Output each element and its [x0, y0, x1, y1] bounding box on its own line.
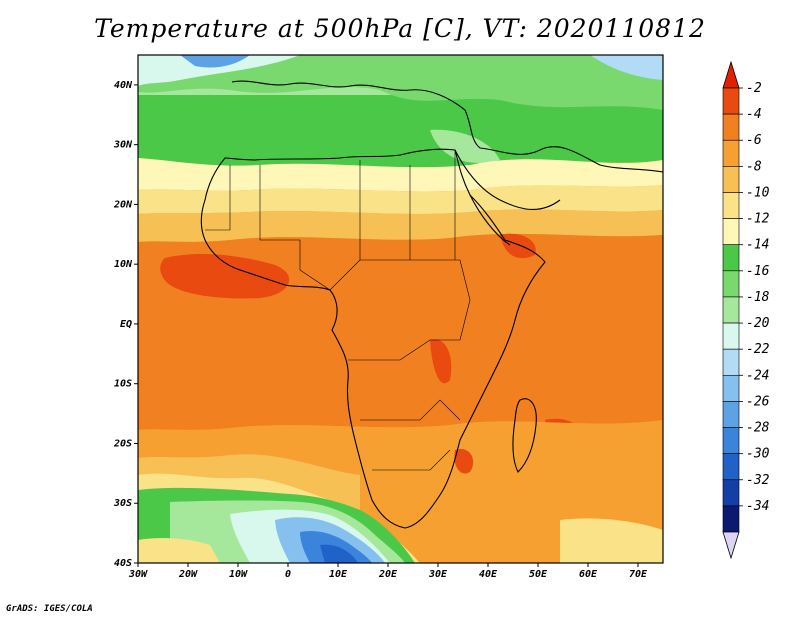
colorbar: -2 -4 -6 -8 -10 -12 -14 -16 -18 -20 -22 -24 -26 -28 -3… — [722, 60, 770, 560]
lat-tick-label: 30N — [113, 140, 133, 151]
latitude-axis: 40N 30N 20N 10N EQ 10S 20S 30S 40S — [113, 80, 138, 569]
colorbar-swatch — [722, 348, 740, 376]
colorbar-label: -4 — [746, 107, 762, 122]
lon-tick-label: 40E — [479, 569, 498, 580]
lat-tick-label: 20S — [113, 438, 132, 449]
colorbar-swatch — [722, 218, 740, 246]
lon-tick-label: 0 — [285, 569, 291, 580]
colorbar-label: -14 — [746, 238, 769, 253]
colorbar-label: -34 — [746, 499, 769, 514]
colorbar-swatch — [722, 244, 740, 272]
plot-frame — [137, 54, 664, 564]
colorbar-swatch — [722, 401, 740, 428]
colorbar-label: -12 — [746, 212, 770, 227]
lat-tick-label: 10S — [114, 379, 132, 390]
lon-tick-label: 70E — [629, 569, 648, 580]
grads-credit: GrADS: IGES/COLA — [6, 604, 93, 614]
colorbar-swatch — [722, 139, 740, 167]
colorbar-swatch — [722, 322, 740, 350]
colorbar-swatch — [722, 453, 740, 481]
lon-tick-label: 10E — [329, 569, 348, 580]
colorbar-swatch — [722, 270, 740, 298]
longitude-axis: 30W 20W 10W 0 10E 20E 30E 40E 50E 60E 70E — [128, 563, 648, 580]
colorbar-swatch — [722, 427, 740, 454]
colorbar-swatch — [722, 192, 740, 219]
lon-tick-label: 30E — [428, 569, 448, 580]
colorbar-label: -30 — [746, 447, 770, 462]
colorbar-label: -24 — [746, 368, 769, 383]
colorbar-swatch — [722, 87, 740, 115]
colorbar-label: -32 — [746, 473, 770, 488]
country-borders — [205, 150, 471, 471]
lat-tick-label: 10N — [114, 259, 133, 270]
colorbar-label: -2 — [746, 81, 762, 96]
temperature-field — [138, 55, 663, 563]
colorbar-label: -8 — [746, 159, 762, 174]
colorbar-label: -18 — [746, 290, 770, 305]
colorbar-under-arrow — [722, 531, 740, 560]
colorbar-swatch — [722, 166, 740, 193]
lon-tick-label: 10W — [229, 569, 248, 580]
coastlines — [200, 80, 663, 529]
colorbar-over-arrow — [722, 60, 740, 89]
colorbar-label: -26 — [746, 394, 770, 409]
lon-tick-label: 50E — [529, 569, 548, 580]
colorbar-label: -22 — [746, 342, 770, 357]
colorbar-label: -10 — [746, 185, 770, 200]
lat-tick-label: EQ — [120, 319, 132, 330]
lon-tick-label: 20W — [178, 569, 198, 580]
lat-tick-label: 40N — [114, 80, 133, 91]
map-title: Temperature at 500hPa [C], VT: 202011081… — [94, 14, 706, 43]
colorbar-label: -20 — [746, 316, 770, 331]
lat-tick-label: 20N — [113, 199, 133, 210]
lat-tick-label: 40S — [114, 558, 132, 569]
lon-tick-label: 30W — [128, 569, 148, 580]
lon-tick-label: 60E — [579, 569, 598, 580]
colorbar-swatch — [722, 113, 740, 141]
colorbar-label: -16 — [746, 264, 770, 279]
lat-tick-label: 30S — [113, 498, 132, 509]
colorbar-swatch — [722, 296, 740, 324]
colorbar-swatch — [722, 505, 740, 533]
lon-tick-label: 20E — [378, 569, 398, 580]
colorbar-swatch — [722, 479, 740, 507]
colorbar-swatch — [722, 374, 740, 402]
colorbar-label: -28 — [746, 421, 770, 436]
colorbar-label: -6 — [746, 133, 762, 148]
